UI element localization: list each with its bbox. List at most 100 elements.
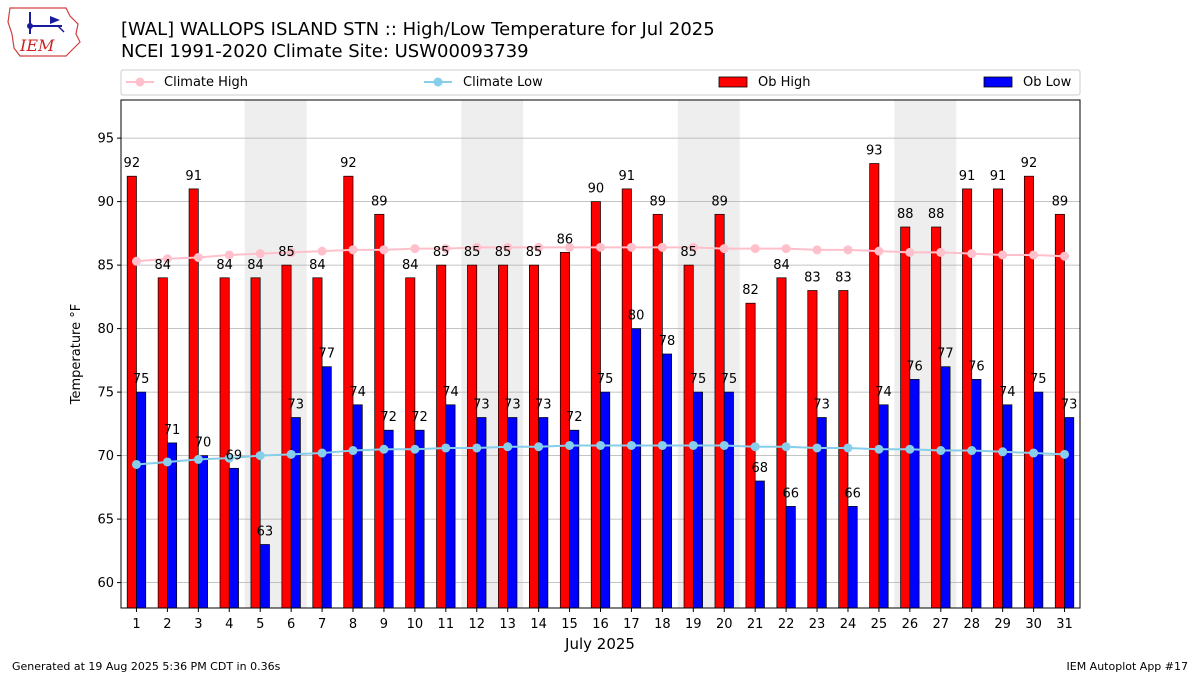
climate-low-point-2 (162, 457, 172, 467)
bar-ob-high-3 (188, 188, 199, 609)
x-tick-label-24: 24 (840, 617, 857, 632)
label-ob-low-8: 74 (349, 385, 366, 400)
climate-high-point-16 (596, 242, 605, 252)
climate-high-point-29 (998, 250, 1008, 260)
bar-ob-high-18 (652, 213, 663, 609)
x-tick-label-23: 23 (809, 617, 826, 632)
label-ob-low-25: 74 (875, 385, 892, 400)
data-labels: 92 75 84 71 91 70 84 69 84 63 85 73 84 77 92 74 89 72 84 72… (124, 144, 1078, 540)
x-tick-label-6: 6 (287, 617, 295, 632)
x-tick-label-10: 10 (407, 617, 424, 632)
chart-title: [WAL] WALLOPS ISLAND STN :: High/Low Tem… (121, 19, 715, 40)
bar-ob-high-20 (714, 213, 725, 609)
climate-low-point-6 (286, 449, 296, 459)
climate-high-point-6 (286, 247, 296, 257)
climate-low-point-26 (905, 444, 915, 454)
legend-ob-low: Ob Low (983, 75, 1072, 90)
bar-ob-low-1 (136, 391, 147, 609)
bar-ob-low-29 (1002, 404, 1013, 609)
label-ob-low-18: 78 (659, 334, 676, 349)
y-tick-label-70: 70 (97, 449, 114, 464)
label-ob-high-31: 89 (1052, 194, 1069, 209)
climate-low-point-19 (688, 440, 698, 450)
y-axis-ticks: 60 65 70 75 80 85 90 95 (97, 132, 121, 591)
climate-low-point-7 (317, 448, 327, 458)
x-tick-label-30: 30 (1025, 617, 1042, 632)
climate-high-point-4 (224, 250, 234, 260)
label-ob-low-10: 72 (411, 410, 428, 425)
climate-low-point-13 (503, 442, 513, 452)
footer-generated-text: Generated at 19 Aug 2025 5:36 PM CDT in … (12, 660, 281, 673)
bar-ob-low-6 (290, 417, 301, 609)
climate-high-point-3 (193, 252, 203, 262)
label-ob-high-19: 85 (680, 245, 697, 260)
label-ob-low-15: 72 (566, 410, 583, 425)
climate-high-point-15 (565, 242, 575, 252)
climate-low-point-11 (441, 443, 451, 453)
bar-ob-high-26 (900, 226, 911, 609)
label-ob-high-7: 84 (309, 258, 326, 273)
label-ob-high-17: 91 (619, 169, 636, 184)
climate-high-point-2 (162, 254, 172, 264)
label-ob-low-28: 76 (968, 359, 985, 374)
bar-ob-high-21 (745, 302, 756, 609)
climate-low-point-5 (255, 451, 265, 461)
label-ob-low-24: 66 (844, 486, 861, 501)
x-tick-label-5: 5 (256, 617, 264, 632)
climate-low-point-30 (1029, 448, 1039, 458)
legend-ob-low-label: Ob Low (1023, 75, 1072, 90)
label-ob-low-11: 74 (442, 385, 459, 400)
label-ob-high-15: 86 (557, 232, 574, 247)
climate-high-point-13 (503, 242, 513, 252)
climate-low-point-31 (1060, 449, 1070, 459)
bar-ob-low-11 (445, 404, 456, 609)
label-ob-low-27: 77 (937, 347, 954, 362)
label-ob-high-26: 88 (897, 207, 914, 222)
label-ob-low-7: 77 (318, 347, 335, 362)
y-tick-label-90: 90 (97, 195, 114, 210)
x-tick-label-13: 13 (499, 617, 516, 632)
climate-low-point-28 (967, 446, 977, 456)
legend: Climate High Climate Low Ob High Ob Low (120, 69, 1081, 96)
climate-high-point-27 (936, 247, 946, 257)
legend-ob-high-label: Ob High (758, 75, 811, 90)
bar-ob-high-5 (250, 277, 261, 609)
bar-ob-high-17 (621, 188, 632, 609)
bar-ob-high-2 (157, 277, 168, 609)
label-ob-high-28: 91 (959, 169, 976, 184)
climate-high-point-20 (719, 244, 729, 254)
label-ob-low-3: 70 (195, 436, 212, 451)
label-ob-low-29: 74 (999, 385, 1016, 400)
climate-high-point-9 (379, 245, 389, 255)
x-tick-label-25: 25 (871, 617, 888, 632)
climate-low-point-9 (379, 444, 389, 454)
y-tick-label-85: 85 (97, 259, 114, 274)
x-tick-label-18: 18 (654, 617, 671, 632)
climate-high-point-21 (750, 244, 760, 254)
label-ob-low-31: 73 (1061, 398, 1078, 413)
y-tick-label-80: 80 (97, 322, 114, 337)
climate-low-point-20 (719, 440, 729, 450)
label-ob-low-13: 73 (504, 398, 521, 413)
label-ob-high-11: 85 (433, 245, 450, 260)
climate-high-point-1 (131, 256, 141, 266)
bar-ob-low-8 (352, 404, 363, 609)
climate-low-point-17 (626, 440, 636, 450)
climate-low-point-27 (936, 446, 946, 456)
label-ob-high-4: 84 (216, 258, 233, 273)
label-ob-low-22: 66 (782, 486, 799, 501)
bar-ob-low-20 (723, 391, 734, 609)
x-tick-label-8: 8 (349, 617, 357, 632)
legend-climate-low-label: Climate Low (463, 75, 543, 90)
bar-ob-high-30 (1023, 175, 1034, 609)
bar-ob-low-28 (971, 379, 982, 609)
climate-high-point-14 (534, 242, 544, 252)
label-ob-high-12: 85 (464, 245, 481, 260)
climate-low-point-25 (874, 444, 884, 454)
climate-low-point-1 (131, 459, 141, 469)
label-ob-high-6: 85 (278, 245, 295, 260)
label-ob-high-3: 91 (185, 169, 202, 184)
label-ob-high-16: 90 (588, 182, 605, 197)
logo-text: IEM (19, 36, 55, 55)
